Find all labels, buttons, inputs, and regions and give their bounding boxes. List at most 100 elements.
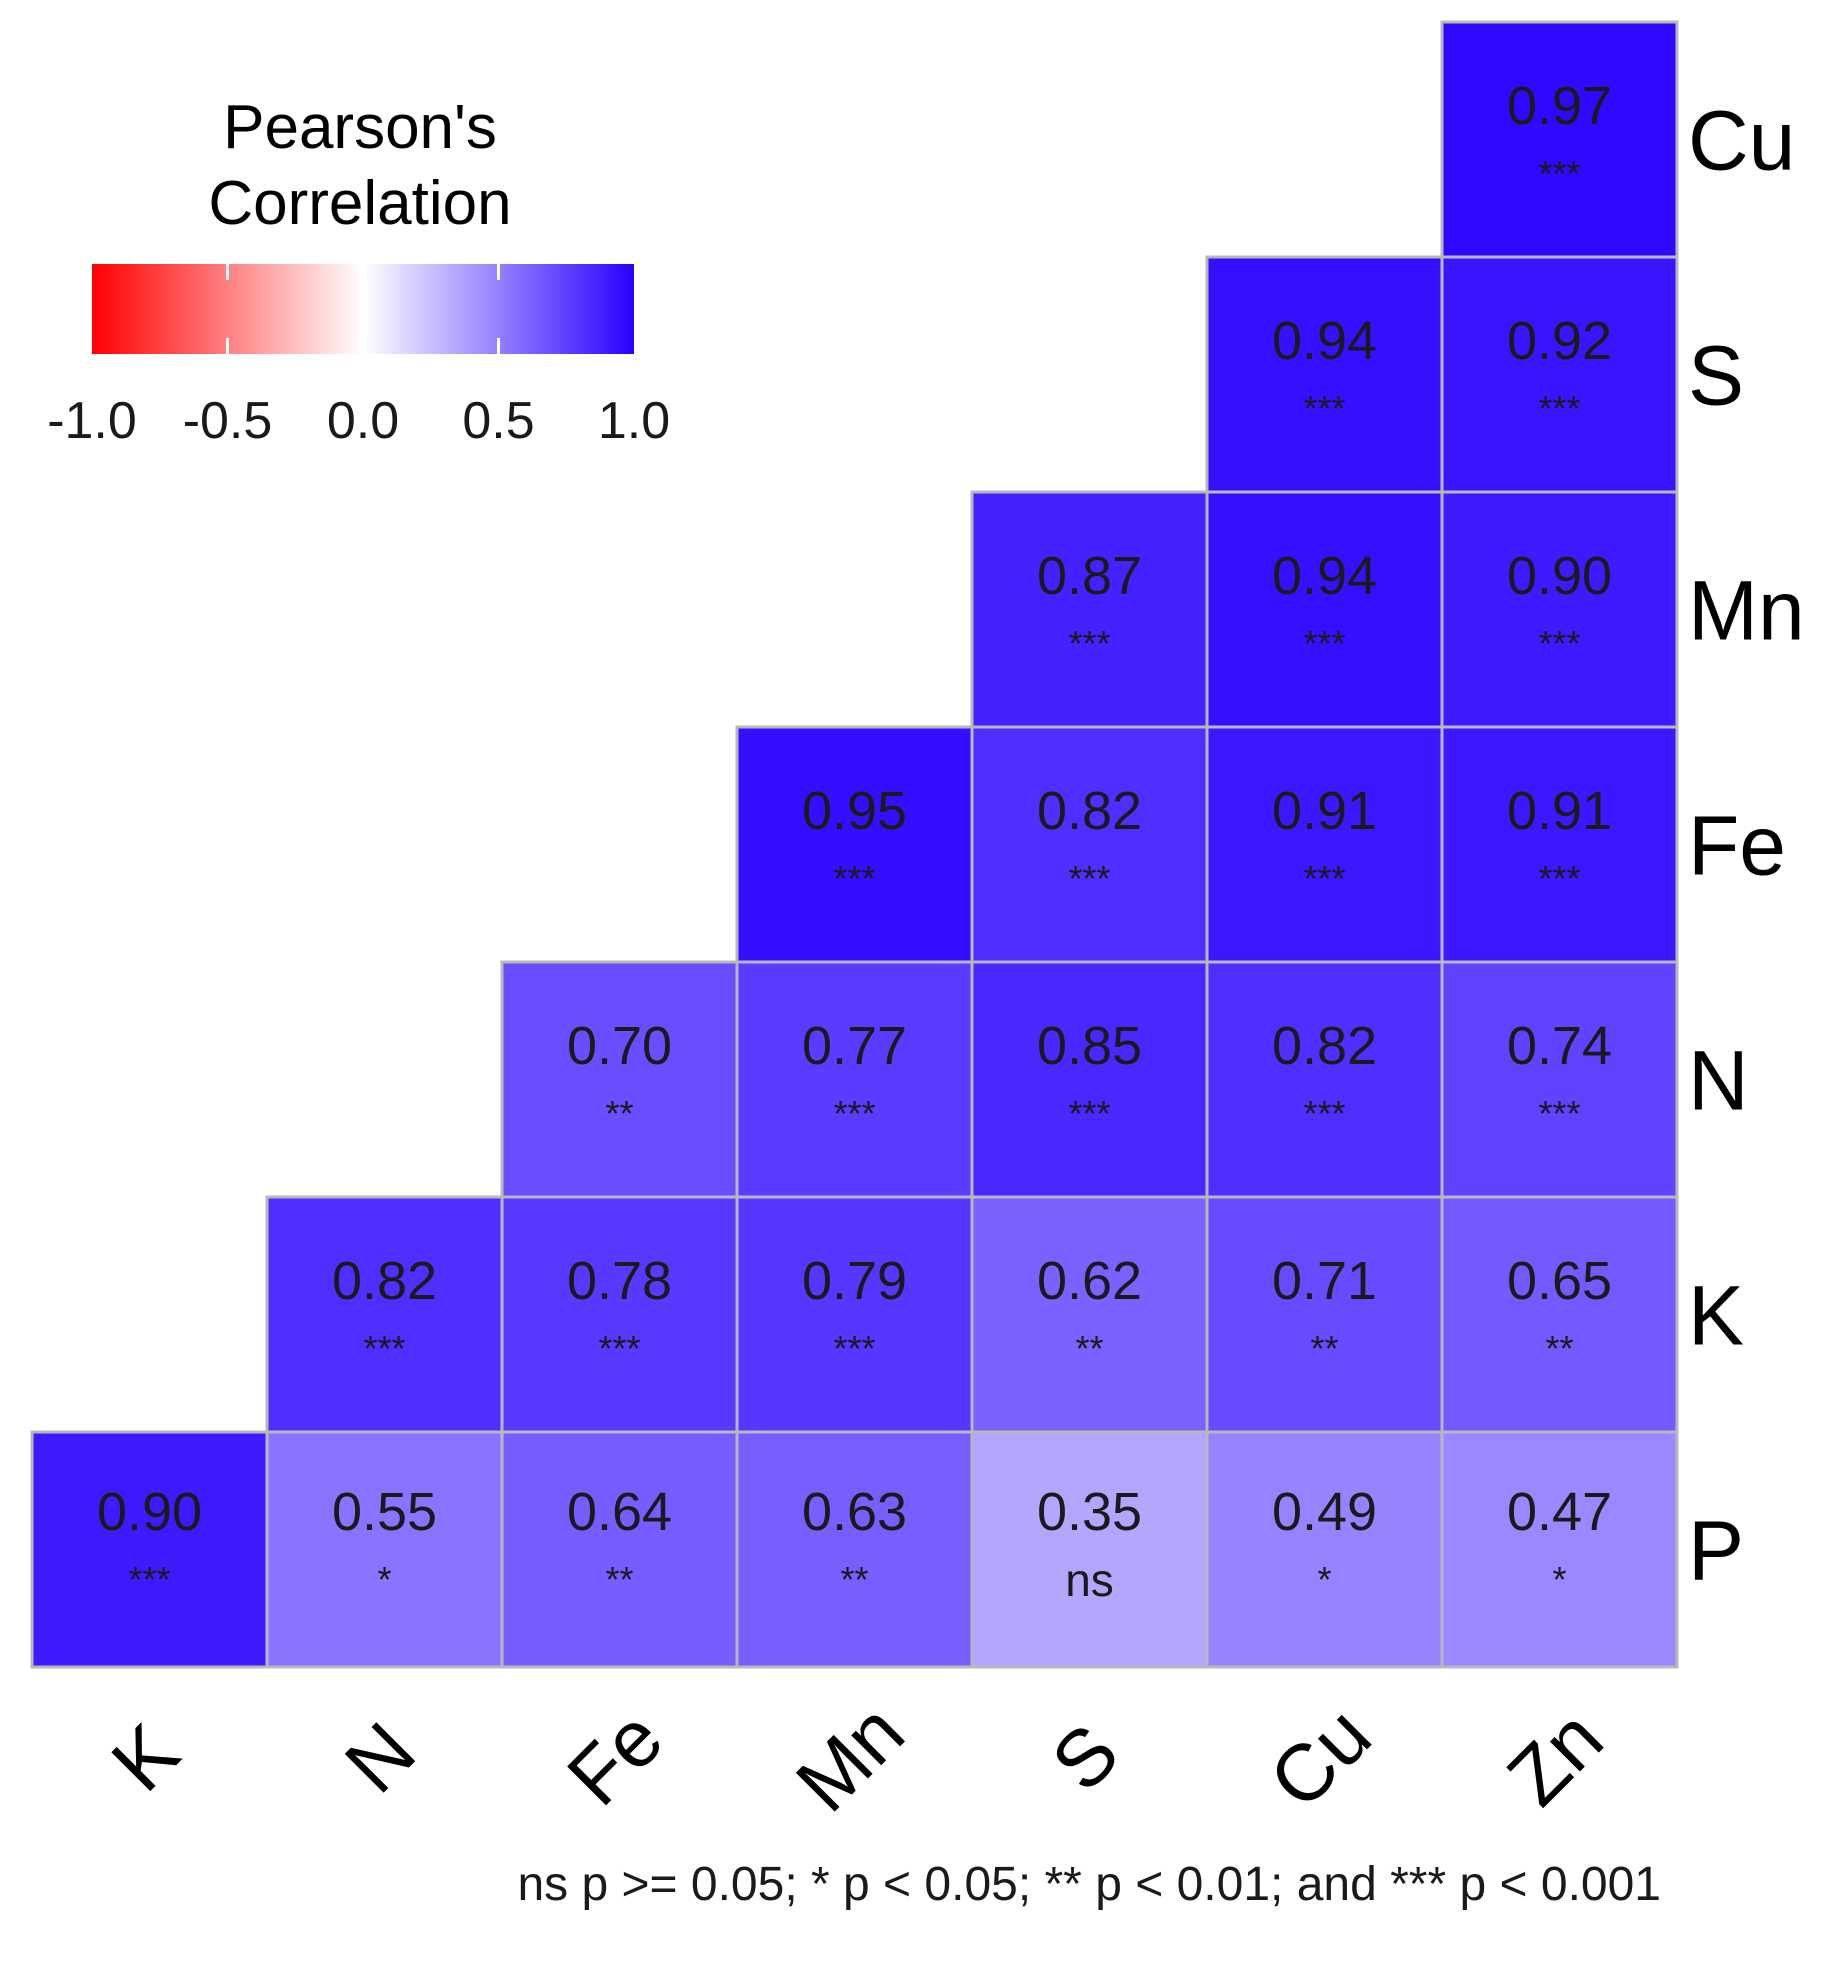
heatmap-cell: 0.95 *** — [735, 725, 974, 964]
cell-value-label: 0.71 — [1272, 1251, 1377, 1311]
legend-tick-label: 0.0 — [327, 392, 399, 450]
cell-significance-label: *** — [1538, 153, 1580, 194]
heatmap-cell: 0.63 ** — [735, 1430, 974, 1669]
cell-value-label: 0.94 — [1272, 546, 1377, 606]
cell-rect — [1440, 255, 1679, 494]
legend-tick-label: 0.5 — [462, 392, 534, 450]
cell-significance-label: ** — [840, 1559, 868, 1600]
heatmap-cell: 0.90 *** — [30, 1430, 269, 1669]
y-axis-tick-label: S — [1688, 329, 1744, 423]
cell-significance-label: ** — [1545, 1328, 1573, 1369]
cell-significance-label: *** — [833, 858, 875, 899]
y-axis-tick-label: Mn — [1688, 564, 1805, 658]
cell-significance-label: * — [1552, 1559, 1566, 1600]
heatmap-cells: 0.97***0.94***0.92***0.87***0.94***0.90*… — [30, 20, 1679, 1669]
cell-rect — [30, 1430, 269, 1669]
legend-ticks: -1.0 -0.5 0.0 0.5 1.0 — [47, 264, 670, 450]
cell-value-label: 0.94 — [1272, 311, 1377, 371]
cell-value-label: 0.79 — [802, 1251, 907, 1311]
cell-value-label: 0.87 — [1037, 546, 1142, 606]
heatmap-cell: 0.82 *** — [265, 1195, 504, 1434]
cell-value-label: 0.49 — [1272, 1482, 1377, 1542]
cell-rect — [1440, 490, 1679, 729]
cell-significance-label: *** — [1068, 623, 1110, 664]
cell-significance-label: *** — [1303, 1093, 1345, 1134]
y-axis-tick-label: Fe — [1688, 799, 1786, 893]
cell-significance-label: *** — [833, 1093, 875, 1134]
cell-rect — [735, 1195, 974, 1434]
cell-rect — [735, 1430, 974, 1669]
cell-value-label: 0.82 — [332, 1251, 437, 1311]
heatmap-cell: 0.35 ns — [970, 1430, 1209, 1669]
cell-significance-label: *** — [363, 1328, 405, 1369]
cell-rect — [1440, 1195, 1679, 1434]
legend-title-line2: Correlation — [208, 169, 511, 238]
cell-rect — [735, 960, 974, 1199]
x-axis-tick-label: K — [95, 1707, 196, 1808]
cell-rect — [970, 1195, 1209, 1434]
cell-value-label: 0.92 — [1507, 311, 1612, 371]
cell-rect — [970, 1430, 1209, 1669]
x-axis-tick-label: Mn — [779, 1687, 921, 1829]
cell-rect — [970, 490, 1209, 729]
cell-value-label: 0.97 — [1507, 76, 1612, 136]
heatmap-cell: 0.47 * — [1440, 1430, 1679, 1669]
legend-title-line1: Pearson's — [223, 93, 497, 162]
legend-tick-label: -1.0 — [47, 392, 137, 450]
cell-significance-label: *** — [1538, 1093, 1580, 1134]
heatmap-cell: 0.70 ** — [500, 960, 739, 1199]
heatmap-cell: 0.94 *** — [1205, 490, 1444, 729]
cell-significance-label: *** — [1538, 623, 1580, 664]
cell-value-label: 0.63 — [802, 1482, 907, 1542]
cell-rect — [1440, 20, 1679, 259]
cell-rect — [500, 1195, 739, 1434]
legend-tick-label: 1.0 — [598, 392, 670, 450]
cell-significance-label: ** — [605, 1559, 633, 1600]
x-axis-labels: K N Fe Mn S Cu Zn — [95, 1687, 1620, 1829]
y-axis-tick-label: P — [1688, 1504, 1744, 1598]
cell-value-label: 0.35 — [1037, 1482, 1142, 1542]
cell-value-label: 0.47 — [1507, 1482, 1612, 1542]
heatmap-cell: 0.87 *** — [970, 490, 1209, 729]
cell-value-label: 0.85 — [1037, 1016, 1142, 1076]
significance-caption: ns p >= 0.05; * p < 0.05; ** p < 0.01; a… — [517, 1858, 1661, 1911]
cell-value-label: 0.95 — [802, 781, 907, 841]
heatmap-cell: 0.85 *** — [970, 960, 1209, 1199]
heatmap-cell: 0.77 *** — [735, 960, 974, 1199]
cell-significance-label: *** — [1303, 623, 1345, 664]
cell-value-label: 0.82 — [1037, 781, 1142, 841]
y-axis-labels: Cu S Mn Fe N K P — [1688, 94, 1805, 1598]
y-axis-tick-label: N — [1688, 1034, 1749, 1128]
heatmap-cell: 0.90 *** — [1440, 490, 1679, 729]
cell-rect — [1205, 255, 1444, 494]
heatmap-cell: 0.62 ** — [970, 1195, 1209, 1434]
heatmap-cell: 0.79 *** — [735, 1195, 974, 1434]
heatmap-cell: 0.65 ** — [1440, 1195, 1679, 1434]
cell-rect — [265, 1430, 504, 1669]
heatmap-cell: 0.91 *** — [1205, 725, 1444, 964]
heatmap-cell: 0.97 *** — [1440, 20, 1679, 259]
x-axis-tick-label: S — [1035, 1707, 1136, 1808]
cell-significance-label: ** — [605, 1093, 633, 1134]
cell-value-label: 0.55 — [332, 1482, 437, 1542]
legend-tick-label: -0.5 — [183, 392, 273, 450]
cell-rect — [1440, 960, 1679, 1199]
heatmap-cell: 0.91 *** — [1440, 725, 1679, 964]
heatmap-cell: 0.82 *** — [1205, 960, 1444, 1199]
cell-significance-label: *** — [1538, 388, 1580, 429]
x-axis-tick-label: Zn — [1491, 1693, 1620, 1822]
cell-significance-label: *** — [1303, 388, 1345, 429]
heatmap-cell: 0.94 *** — [1205, 255, 1444, 494]
color-legend: Pearson's Correlation -1.0 -0.5 0.0 0.5 1.0 — [47, 93, 670, 450]
cell-rect — [500, 960, 739, 1199]
cell-value-label: 0.64 — [567, 1482, 672, 1542]
cell-value-label: 0.77 — [802, 1016, 907, 1076]
cell-significance-label: *** — [1538, 858, 1580, 899]
cell-significance-label: ** — [1075, 1328, 1103, 1369]
cell-rect — [1205, 1430, 1444, 1669]
cell-rect — [970, 725, 1209, 964]
cell-rect — [265, 1195, 504, 1434]
cell-value-label: 0.65 — [1507, 1251, 1612, 1311]
cell-rect — [1205, 960, 1444, 1199]
